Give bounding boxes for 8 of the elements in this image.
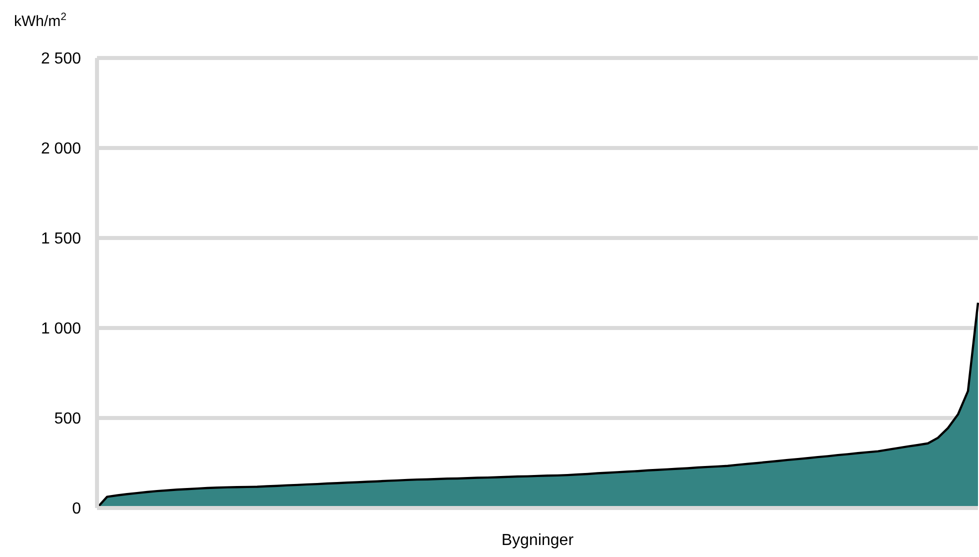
y-tick-label: 1 000 xyxy=(40,320,82,338)
x-axis-title: Bygninger xyxy=(501,532,574,549)
y-tick-label: 1 500 xyxy=(40,230,82,248)
y-tick-label: 2 000 xyxy=(40,140,82,158)
y-tick-label: 500 xyxy=(54,410,82,428)
y-tick-label: 2 500 xyxy=(40,50,82,68)
y-axis-title: kWh/m$^{2}$ xyxy=(14,11,67,30)
y-tick-label: 0 xyxy=(72,500,82,518)
